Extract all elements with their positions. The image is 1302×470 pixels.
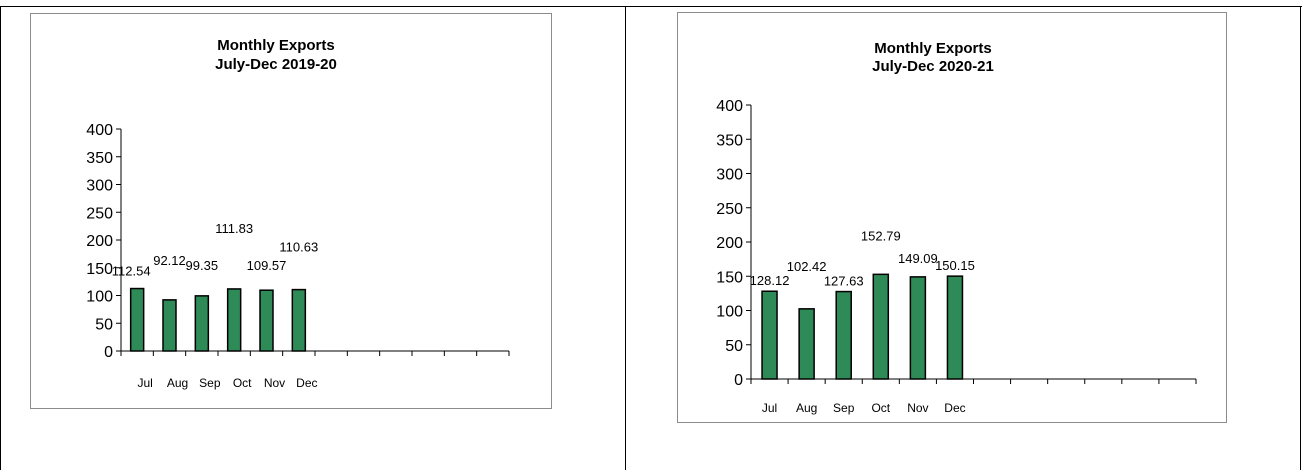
chart-title: Monthly Exports — [217, 37, 335, 54]
bar — [162, 299, 177, 352]
bar — [946, 275, 964, 380]
y-tick-label: 300 — [716, 167, 743, 184]
x-tick-label: Sep — [833, 401, 855, 415]
data-label: 128.12 — [750, 273, 790, 288]
bar — [194, 295, 210, 352]
x-tick-label: Oct — [871, 401, 890, 415]
data-label: 99.35 — [186, 258, 219, 273]
bar — [835, 290, 852, 380]
bar — [226, 288, 242, 352]
chart-panel-2020-21: Monthly Exports July-Dec 2020-21 0 50 100 1… — [677, 12, 1227, 423]
y-tick-label: 0 — [104, 344, 113, 361]
y-tick-label: 350 — [716, 132, 743, 149]
x-tick-label: Dec — [944, 401, 965, 415]
data-label: 102.42 — [787, 259, 827, 274]
y-tick-label: 0 — [734, 372, 743, 389]
chart-subtitle: July-Dec 2019-20 — [215, 56, 337, 73]
table-border-top — [0, 6, 1302, 7]
x-tick-label: Aug — [167, 376, 188, 390]
data-label: 109.57 — [247, 258, 287, 273]
data-label: 150.15 — [935, 258, 975, 273]
y-tick-label: 50 — [725, 338, 743, 355]
x-tick-label: Nov — [264, 376, 285, 390]
y-tick-label: 300 — [86, 178, 113, 195]
bar — [761, 290, 778, 380]
bar-chart-2020-21: Monthly Exports July-Dec 2020-21 0 50 100 1… — [716, 40, 1197, 415]
x-tick-label: Sep — [199, 376, 221, 390]
data-label: 110.63 — [279, 240, 318, 255]
y-tick-label: 200 — [86, 233, 113, 250]
y-tick-label: 150 — [716, 269, 743, 286]
bar — [909, 276, 927, 380]
x-tick-label: Jul — [137, 376, 152, 390]
data-label: 152.79 — [861, 228, 901, 243]
chart-panel-2019-20: Monthly Exports July-Dec 2019-20 0 50 100 1… — [30, 13, 552, 409]
table-border-middle — [625, 6, 626, 470]
bar — [291, 288, 307, 352]
bar — [798, 308, 815, 380]
y-tick-label: 350 — [86, 150, 113, 167]
table-border-left — [0, 6, 1, 470]
bar — [129, 287, 145, 352]
x-tick-label: Aug — [796, 401, 817, 415]
y-tick-label: 400 — [716, 98, 743, 115]
y-tick-label: 150 — [86, 261, 113, 278]
table-border-right — [1300, 6, 1301, 470]
y-tick-label: 200 — [716, 235, 743, 252]
data-label: 111.83 — [215, 221, 253, 236]
y-tick-label: 250 — [86, 205, 113, 222]
chart-subtitle: July-Dec 2020-21 — [872, 58, 994, 75]
x-tick-label: Oct — [233, 376, 252, 390]
x-tick-label: Dec — [296, 376, 317, 390]
bar — [872, 273, 890, 380]
data-label: 112.54 — [112, 264, 151, 279]
data-label: 149.09 — [898, 251, 938, 266]
chart-title: Monthly Exports — [874, 40, 992, 57]
x-tick-label: Nov — [907, 401, 928, 415]
x-tick-label: Jul — [762, 401, 777, 415]
bar — [259, 289, 274, 352]
y-tick-label: 100 — [716, 304, 743, 321]
y-tick-label: 400 — [86, 122, 113, 139]
y-tick-label: 100 — [86, 289, 113, 306]
bar-chart-2019-20: Monthly Exports July-Dec 2019-20 0 50 100 1… — [86, 37, 510, 390]
y-tick-label: 250 — [716, 201, 743, 218]
data-label: 127.63 — [824, 274, 864, 289]
data-label: 92.12 — [153, 253, 186, 268]
y-tick-label: 50 — [95, 316, 113, 333]
